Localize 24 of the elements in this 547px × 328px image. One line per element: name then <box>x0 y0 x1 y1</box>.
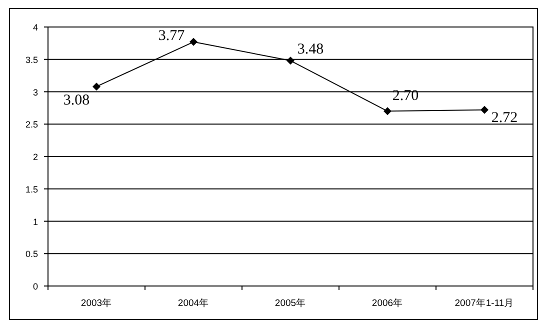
data-label: 3.77 <box>158 28 186 44</box>
x-tick-label: 2004年 <box>178 297 210 309</box>
y-tick-label: 3 <box>32 87 38 98</box>
point <box>286 56 294 65</box>
y-tick-label: 0 <box>32 282 38 292</box>
point <box>190 38 198 46</box>
y-tick-label: 0.5 <box>25 249 38 260</box>
point <box>92 82 100 91</box>
point <box>384 107 392 116</box>
x-tick-label: 2003年 <box>80 297 112 309</box>
y-tick-label: 2 <box>32 152 38 162</box>
y-tick-label: 1.5 <box>25 184 38 194</box>
data-label: 2.72 <box>491 110 518 126</box>
y-tick-label: 2.5 <box>25 120 38 130</box>
data-label: 2.70 <box>392 88 419 104</box>
y-tick-label: 3.5 <box>25 54 38 65</box>
x-tick-label: 2007年1-11月 <box>454 297 514 309</box>
x-tick-label: 2005年 <box>274 297 306 309</box>
y-tick-label: 1 <box>32 216 38 227</box>
data-label: 3.48 <box>297 42 324 58</box>
data-label: 3.08 <box>63 92 90 109</box>
y-tick-label: 4 <box>32 22 38 32</box>
point <box>480 106 488 114</box>
x-tick-label: 2006年 <box>372 297 404 309</box>
